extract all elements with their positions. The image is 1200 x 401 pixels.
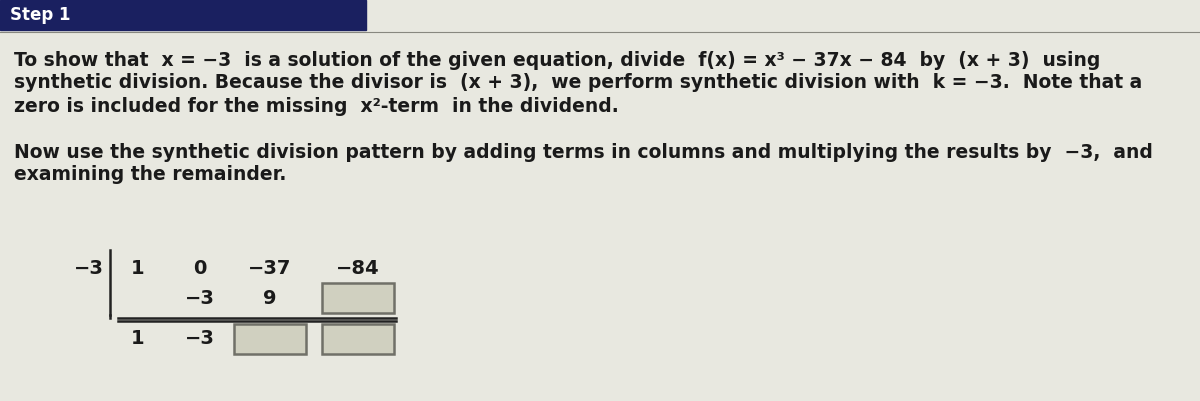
Bar [322,324,394,354]
Text: −84: −84 [336,259,380,277]
Text: −3: −3 [185,288,215,308]
Text: −3: −3 [74,259,104,277]
Text: To show that  x = −3  is a solution of the given equation, divide  f(x) = x³ − 3: To show that x = −3 is a solution of the… [14,51,1100,69]
Bar [322,283,394,313]
Text: 1: 1 [131,329,145,348]
Text: zero is included for the missing  x²-term  in the dividend.: zero is included for the missing x²-term… [14,97,619,115]
Text: 9: 9 [263,288,277,308]
Bar [234,324,306,354]
Text: examining the remainder.: examining the remainder. [14,166,287,184]
Bar [0,0,366,30]
Text: 0: 0 [193,259,206,277]
Text: synthetic division. Because the divisor is  (x + 3),  we perform synthetic divis: synthetic division. Because the divisor … [14,73,1142,93]
Text: Step 1: Step 1 [10,6,71,24]
Text: Now use the synthetic division pattern by adding terms in columns and multiplyin: Now use the synthetic division pattern b… [14,142,1153,162]
Text: −3: −3 [185,329,215,348]
Text: −37: −37 [248,259,292,277]
Text: 1: 1 [131,259,145,277]
